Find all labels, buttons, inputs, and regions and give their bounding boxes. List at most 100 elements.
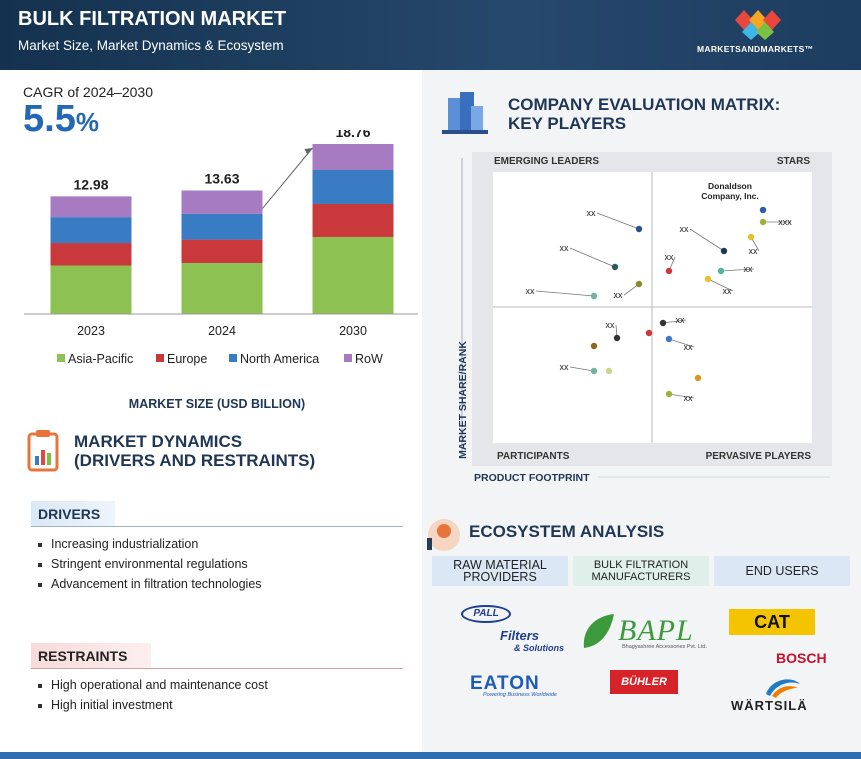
bar-segment: [50, 243, 132, 266]
quadrant-label: EMERGING LEADERS: [494, 156, 599, 167]
point-label-line: Company, Inc.: [701, 191, 758, 201]
leader-line: [707, 278, 734, 292]
logo: PALL: [461, 605, 511, 623]
point-label: xx: [723, 286, 733, 296]
quadrant-label: PARTICIPANTS: [497, 451, 570, 462]
ecosystem-icon: [427, 519, 460, 551]
matrix-dot: [694, 374, 702, 382]
leader-line: [720, 268, 755, 272]
logo: WÄRTSILÄ: [731, 698, 808, 713]
leader-line: [535, 290, 595, 297]
leader-line: [569, 247, 616, 268]
matrix-dot: [613, 334, 621, 342]
header: BULK FILTRATION MARKET Market Size, Mark…: [0, 0, 861, 70]
point-label: xx: [587, 208, 597, 218]
point-label: xx: [665, 252, 675, 262]
total-label: 12.98: [73, 176, 108, 192]
matrix-dot: [590, 367, 598, 375]
matrix-dot: [720, 247, 728, 255]
legend-label: Asia-Pacific: [68, 352, 133, 366]
matrix-dot: [747, 233, 755, 241]
brand-icon: [735, 10, 781, 40]
matrix-title-line: COMPANY EVALUATION MATRIX:: [508, 95, 781, 114]
matrix-dot: [590, 292, 598, 300]
logo-text: Filters: [500, 628, 540, 643]
bar-segment: [181, 213, 263, 240]
logo-mark: [766, 679, 800, 698]
matrix-dot: [665, 390, 673, 398]
bar-segment: [312, 144, 394, 171]
logo: BAPL: [618, 614, 694, 647]
point-label: xx: [684, 393, 694, 403]
bar-segment: [312, 203, 394, 237]
point-label: xx: [684, 342, 694, 352]
matrix-dot: [635, 225, 643, 233]
drivers-heading: DRIVERS: [31, 501, 115, 527]
matrix-icon: [442, 92, 488, 134]
restraints-heading: RESTRAINTS: [31, 643, 151, 669]
leader-line: [569, 366, 595, 372]
matrix: EMERGING LEADERS STARS PARTICIPANTS PERVASI…: [457, 152, 832, 484]
list-item: High operational and maintenance cost: [38, 678, 268, 692]
logo: BOSCH: [776, 650, 827, 666]
y-axis-label: MARKET SHARE/RANK: [457, 341, 469, 459]
ecosystem-title: ECOSYSTEM ANALYSIS: [469, 522, 665, 541]
point-label: xx: [560, 362, 570, 372]
cagr-unit: %: [75, 107, 99, 137]
bar-segment: [312, 170, 394, 204]
matrix-dot: [611, 263, 619, 271]
matrix-dot: [659, 319, 667, 327]
logo: Filters & Solutions: [500, 628, 564, 654]
bar-segment: [312, 236, 394, 314]
title: BULK FILTRATION MARKET: [18, 8, 287, 30]
point-label: Donaldson Company, Inc.: [701, 181, 758, 201]
cagr: 5.5%: [23, 98, 99, 141]
bar-chart: 12.98 2023 13.63 2024 18.76 2030 Asia-Pacific E…: [24, 130, 418, 366]
point-label: xx: [526, 286, 536, 296]
legend-swatch: [229, 354, 237, 362]
matrix-dot: [665, 267, 673, 275]
matrix-dot: [759, 218, 767, 226]
logo: BÜHLER: [610, 670, 678, 694]
matrix-dot: [717, 267, 725, 275]
chart-x-label: MARKET SIZE (USD BILLION): [128, 397, 306, 411]
matrix-dot: [759, 206, 767, 214]
point-label: xxx: [778, 217, 792, 227]
matrix-dot: [665, 335, 673, 343]
legend-label: Europe: [167, 352, 207, 366]
x-tick-label: 2024: [208, 324, 236, 338]
quadrant-label: PERVASIVE PLAYERS: [706, 451, 812, 462]
legend-label: RoW: [355, 352, 383, 366]
matrix-dot: [704, 275, 712, 283]
dynamics-title: MARKET DYNAMICS (DRIVERS AND RESTRAINTS): [74, 432, 315, 470]
leader-line: [596, 212, 640, 230]
matrix-dot: [590, 342, 598, 350]
logo-text: & Solutions: [514, 643, 564, 653]
point-label: xx: [560, 243, 570, 253]
point-label: xx: [744, 264, 754, 274]
restraints-list: High operational and maintenance cost Hig…: [31, 678, 268, 718]
legend-swatch: [57, 354, 65, 362]
logo: EATON: [470, 673, 540, 694]
leader-line: [662, 319, 687, 324]
leader-line: [668, 393, 695, 399]
cagr-label: CAGR of 2024–2030: [23, 84, 153, 100]
legend-label: North America: [240, 352, 319, 366]
matrix-dot: [635, 280, 643, 288]
divider: [31, 668, 403, 669]
point-label: xx: [680, 224, 690, 234]
dynamics-title-line: MARKET DYNAMICS: [74, 432, 243, 451]
matrix-title: COMPANY EVALUATION MATRIX: KEY PLAYERS: [508, 95, 780, 133]
leader-line: [668, 338, 695, 348]
leaf-icon: [583, 614, 614, 648]
legend-swatch: [156, 354, 164, 362]
brand: MARKETSANDMARKETS™: [697, 44, 814, 54]
list-item: Stringent environmental regulations: [38, 557, 262, 571]
x-axis-label: PRODUCT FOOTPRINT: [474, 472, 590, 484]
bar-segment: [181, 262, 263, 314]
point-label: xx: [606, 320, 616, 330]
list-item: Increasing industrialization: [38, 537, 262, 551]
x-tick-label: 2023: [77, 324, 105, 338]
dynamics-icon: [27, 430, 59, 472]
